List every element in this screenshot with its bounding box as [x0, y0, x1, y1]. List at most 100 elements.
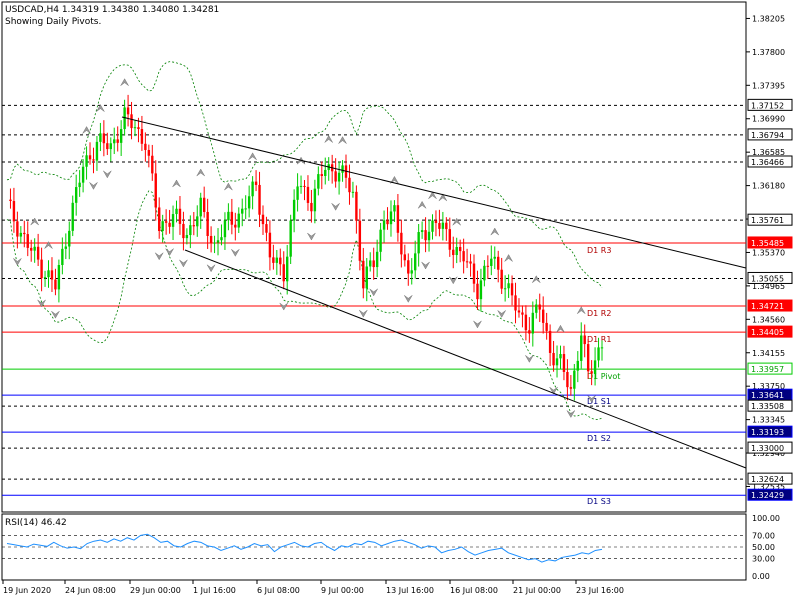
bollinger-bands — [6, 61, 603, 420]
level-tag-box — [747, 98, 793, 111]
level-label: D1 Pivot — [587, 372, 620, 381]
candle-body — [74, 187, 78, 203]
candle-body — [486, 265, 490, 267]
candle-body — [192, 225, 196, 227]
candle-body — [130, 114, 133, 129]
candle-body — [483, 265, 486, 281]
candle-body — [289, 220, 292, 257]
price-tick-label: 1.35370 — [752, 248, 785, 257]
candle-body — [403, 254, 407, 261]
level-tag-text: 1.32429 — [751, 491, 784, 500]
candle-body — [47, 270, 50, 278]
candle-body — [576, 360, 579, 371]
trend-line-upper — [121, 116, 747, 269]
candle-body — [500, 269, 503, 289]
candle-body — [237, 213, 240, 228]
candle-body — [438, 223, 441, 229]
fractal-up-marker — [224, 182, 233, 191]
fractal-up-marker — [504, 254, 513, 262]
candle-body — [68, 230, 71, 247]
candle-body — [241, 208, 244, 214]
candle-body — [282, 264, 285, 282]
fractal-up-marker — [324, 135, 333, 143]
fractal-down-marker — [549, 386, 558, 395]
candle-body — [57, 265, 61, 290]
candle-body — [234, 224, 237, 228]
candle-body — [164, 221, 168, 223]
candle-body — [223, 220, 227, 238]
level-tag-text: 1.33641 — [751, 391, 784, 400]
candle-body — [455, 246, 458, 256]
candle-body — [365, 266, 368, 289]
candle-body — [324, 169, 327, 176]
candle-body — [503, 288, 507, 290]
candle-body — [410, 270, 413, 274]
candle-body — [413, 253, 417, 271]
price-tick-label: 1.36180 — [752, 182, 785, 191]
price-tick-label: 1.37395 — [752, 81, 785, 90]
candle-body — [95, 141, 99, 161]
fractal-down-marker — [473, 320, 482, 329]
price-tick-label: 1.33345 — [752, 416, 785, 425]
candle-body — [251, 181, 254, 197]
band-line — [6, 61, 603, 289]
level-tag-box — [747, 425, 793, 438]
price-tick-label: 1.34155 — [752, 349, 785, 358]
candle-body — [92, 159, 95, 161]
candle-body — [369, 260, 372, 267]
candle-body — [348, 177, 351, 193]
level-label: D1 S2 — [587, 434, 611, 443]
level-tag-box — [747, 362, 793, 375]
symbol-info: USDCAD,H4 1.34319 1.34380 1.34080 1.3428… — [5, 5, 219, 15]
price-tick-label: 1.38205 — [752, 14, 785, 23]
candle-body — [30, 247, 33, 251]
level-tag-text: 1.36794 — [751, 131, 784, 140]
fractal-down-marker — [587, 395, 596, 403]
fractal-down-marker — [179, 259, 188, 268]
candle-body — [61, 248, 64, 266]
candle-body — [545, 322, 548, 331]
candle-body — [521, 312, 524, 315]
rsi-tick-label: 0.00 — [752, 572, 770, 581]
candle-body — [313, 188, 317, 212]
level-tag-box — [747, 271, 793, 284]
band-line — [6, 190, 603, 420]
candle-body — [541, 309, 545, 323]
rsi-tick-label: 50.00 — [752, 543, 775, 552]
candle-body — [600, 347, 604, 349]
candle-body — [272, 257, 275, 263]
candle-body — [123, 107, 126, 130]
candle-body — [303, 185, 306, 187]
candle-body — [81, 166, 85, 183]
candle-body — [78, 182, 81, 188]
candle-body — [552, 352, 555, 366]
level-label: D1 R2 — [587, 309, 611, 318]
time-tick-label: 29 Jun 00:00 — [130, 586, 181, 595]
fractal-down-marker — [525, 355, 534, 363]
candle-body — [137, 127, 140, 130]
candle-body — [40, 259, 43, 279]
fractal-up-marker — [490, 227, 499, 236]
candle-body — [275, 257, 279, 263]
candle-body — [43, 277, 47, 279]
candle-body — [393, 205, 396, 212]
level-tag-box — [747, 441, 793, 454]
candle-body — [355, 191, 358, 221]
candle-body — [230, 211, 234, 225]
candle-body — [247, 196, 251, 209]
candle-body — [196, 216, 199, 227]
candle-body — [227, 211, 230, 221]
candle-body — [510, 283, 514, 296]
candle-body — [102, 133, 106, 144]
rsi-panel: 100.00 70.00 50.00 30.00 0.00 — [2, 514, 780, 581]
candle-body — [19, 232, 23, 237]
candle-body — [548, 330, 552, 353]
candle-body — [517, 310, 521, 313]
level-tag-text: 1.33957 — [751, 365, 784, 374]
fractal-down-marker — [449, 276, 458, 285]
candle-body — [88, 155, 92, 160]
candle-body — [465, 261, 469, 263]
candle-body — [448, 229, 451, 250]
